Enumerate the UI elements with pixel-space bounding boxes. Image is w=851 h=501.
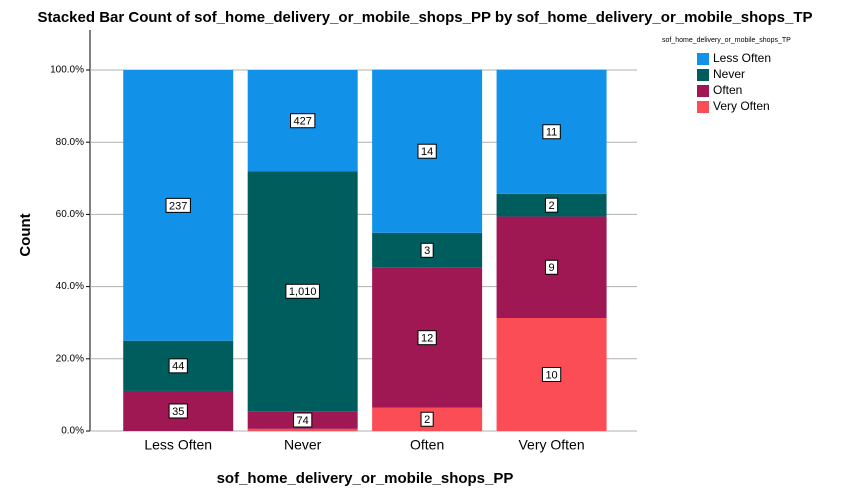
data-label: 44: [172, 361, 184, 373]
data-label-box: [542, 124, 561, 140]
data-label: 237: [169, 200, 187, 212]
legend-label: Often: [713, 83, 742, 97]
data-label-box: [541, 367, 562, 383]
y-axis-label: Count: [17, 213, 34, 256]
data-label: 12: [421, 333, 433, 345]
data-label: 10: [545, 369, 557, 381]
y-tick-label: 40.0%: [56, 281, 84, 292]
data-label-box: [417, 143, 437, 159]
data-label: 14: [421, 146, 433, 158]
legend-label: Never: [713, 67, 745, 81]
legend-swatch: [697, 85, 709, 97]
x-tick-label: Less Often: [144, 437, 212, 453]
legend-label: Less Often: [713, 51, 771, 65]
data-label: 2: [424, 414, 430, 426]
data-label: 74: [297, 415, 309, 427]
x-axis-label: sof_home_delivery_or_mobile_shops_PP: [217, 470, 514, 487]
data-label-box: [289, 113, 316, 129]
data-label: 9: [549, 262, 555, 274]
x-tick-label: Never: [284, 437, 322, 453]
data-label: 11: [546, 127, 557, 139]
data-label: 35: [172, 406, 184, 418]
data-label-box: [165, 197, 191, 213]
y-tick-label: 80.0%: [56, 137, 84, 148]
legend-swatch: [697, 53, 709, 65]
y-tick-label: 0.0%: [61, 426, 84, 437]
y-tick-label: 20.0%: [56, 353, 84, 364]
x-tick-label: Very Often: [518, 437, 584, 453]
bar-segment: [247, 428, 358, 431]
legend-swatch: [697, 101, 709, 113]
legend-swatch: [697, 69, 709, 81]
chart-title: Stacked Bar Count of sof_home_delivery_o…: [38, 9, 813, 26]
data-label-box: [420, 411, 434, 427]
y-tick-label: 60.0%: [56, 209, 84, 220]
data-label-box: [417, 330, 437, 346]
x-tick-label: Often: [410, 437, 444, 453]
data-label-box: [545, 259, 559, 275]
data-label: 427: [293, 116, 311, 128]
legend-label: Very Often: [713, 99, 770, 113]
data-label-box: [293, 412, 313, 428]
data-label-box: [420, 242, 434, 258]
data-label-box: [285, 283, 320, 299]
data-label-box: [168, 403, 188, 419]
data-label: 1,010: [289, 286, 317, 298]
data-label-box: [545, 197, 559, 213]
data-label: 3: [424, 245, 430, 257]
legend-title: sof_home_delivery_or_mobile_shops_TP: [662, 37, 791, 44]
data-label: 2: [549, 200, 555, 212]
y-tick-label: 100.0%: [50, 65, 84, 76]
data-label-box: [168, 358, 188, 374]
